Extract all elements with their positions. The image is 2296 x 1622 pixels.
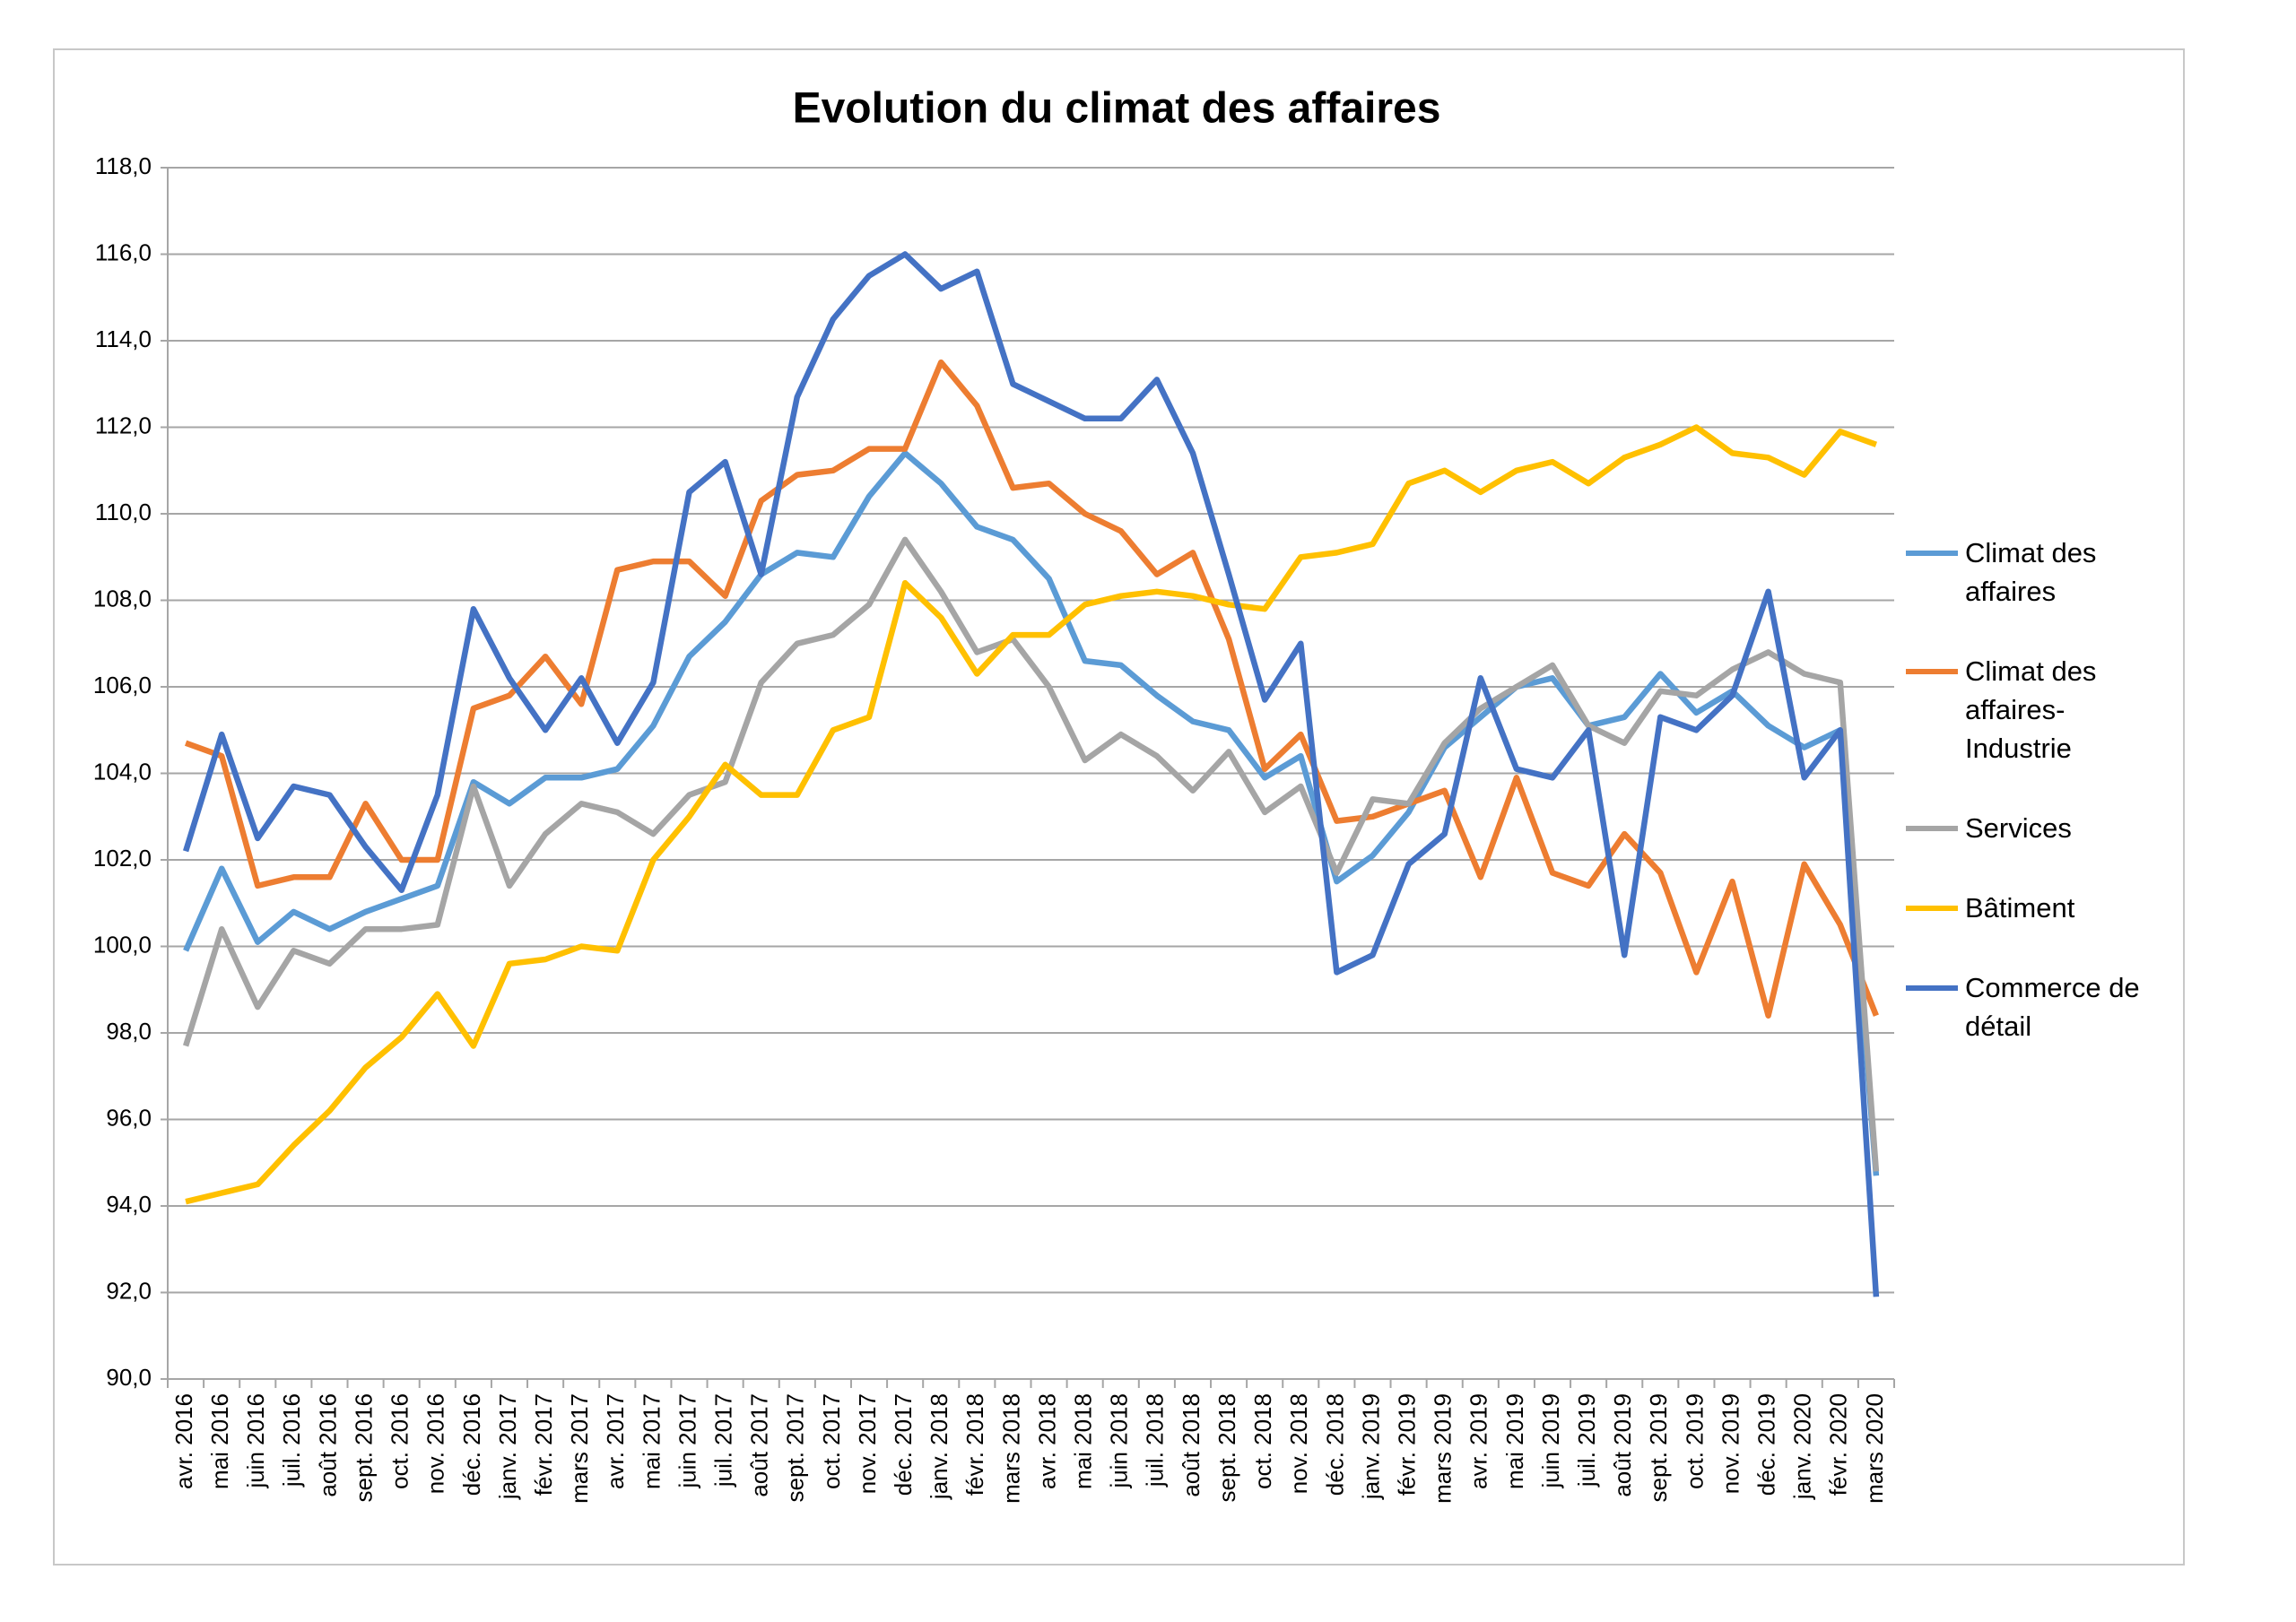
- x-tick-label: mars 2018: [997, 1393, 1024, 1504]
- x-tick-label: févr. 2018: [961, 1393, 988, 1496]
- x-tick-label: janv. 2018: [926, 1393, 952, 1500]
- y-tick-label: 98,0: [106, 1018, 152, 1045]
- x-tick-label: mars 2019: [1430, 1393, 1457, 1504]
- x-tick-label: juin 2018: [1106, 1393, 1133, 1489]
- x-tick-label: sept. 2018: [1213, 1393, 1240, 1502]
- series-line: [184, 359, 1879, 1019]
- legend-swatch: [1906, 826, 1958, 831]
- x-tick-label: juin 2016: [242, 1393, 269, 1489]
- x-tick-label: déc. 2017: [890, 1393, 917, 1496]
- legend: Climat des affaires Climat des affaires-I…: [1906, 533, 2167, 1045]
- chart-border: [53, 48, 2185, 1566]
- x-tick-label: mai 2017: [638, 1393, 665, 1489]
- y-tick-label: 108,0: [93, 585, 152, 612]
- x-tick-label: mai 2019: [1501, 1393, 1528, 1489]
- y-tick-label: 96,0: [106, 1104, 152, 1131]
- y-tick-label: 90,0: [106, 1364, 152, 1391]
- x-tick-label: janv. 2017: [494, 1393, 521, 1500]
- x-tick-label: mai 2018: [1070, 1393, 1097, 1489]
- x-tick-label: oct. 2016: [387, 1393, 413, 1489]
- x-tick-label: sept. 2019: [1645, 1393, 1672, 1502]
- x-tick-label: janv. 2019: [1357, 1393, 1384, 1500]
- x-tick-label: avr. 2018: [1033, 1393, 1060, 1489]
- x-tick-label: mars 2020: [1861, 1393, 1888, 1504]
- y-tick-label: 100,0: [93, 931, 152, 958]
- x-tick-label: mars 2017: [566, 1393, 593, 1504]
- x-tick-label: mai 2016: [206, 1393, 233, 1489]
- series-line: [185, 424, 1878, 1205]
- x-tick-label: avr. 2016: [170, 1393, 197, 1489]
- chart-title: Evolution du climat des affaires: [793, 85, 1441, 133]
- x-tick-label: juil. 2019: [1573, 1393, 1600, 1488]
- x-tick-label: déc. 2019: [1753, 1393, 1780, 1496]
- x-tick-label: nov. 2019: [1717, 1393, 1744, 1494]
- x-tick-label: juil. 2018: [1142, 1393, 1169, 1488]
- legend-item: Services: [1906, 809, 2167, 847]
- y-tick-label: 116,0: [95, 239, 152, 265]
- x-tick-label: févr. 2020: [1825, 1393, 1852, 1496]
- y-tick-label: 92,0: [106, 1277, 152, 1304]
- legend-label: Commerce de détail: [1965, 972, 2140, 1042]
- series-line: [182, 251, 1880, 1297]
- x-tick-label: oct. 2019: [1681, 1393, 1708, 1489]
- y-tick-label: 104,0: [93, 758, 152, 785]
- y-tick-label: 102,0: [93, 845, 152, 872]
- legend-swatch: [1906, 985, 1958, 991]
- x-tick-label: août 2019: [1609, 1393, 1636, 1497]
- legend-item: Climat des affaires-Industrie: [1906, 652, 2167, 768]
- x-tick-label: sept. 2017: [782, 1393, 809, 1502]
- y-tick-label: 114,0: [95, 325, 152, 352]
- legend-item: Commerce de détail: [1906, 968, 2167, 1045]
- x-tick-label: déc. 2018: [1321, 1393, 1348, 1496]
- x-tick-label: août 2017: [746, 1393, 773, 1497]
- x-tick-label: févr. 2017: [530, 1393, 557, 1496]
- x-tick-label: déc. 2016: [458, 1393, 485, 1496]
- x-tick-label: févr. 2019: [1393, 1393, 1420, 1496]
- x-tick-label: juil. 2017: [709, 1393, 736, 1488]
- legend-label: Climat des affaires: [1965, 537, 2097, 607]
- series-line: [183, 450, 1880, 1176]
- y-tick-label: 94,0: [106, 1191, 152, 1218]
- x-tick-label: juin 2019: [1537, 1393, 1564, 1489]
- legend-item: Climat des affaires: [1906, 533, 2167, 611]
- series-line: [182, 536, 1880, 1172]
- legend-label: Services: [1965, 812, 2072, 844]
- x-tick-label: nov. 2018: [1285, 1393, 1312, 1494]
- x-tick-label: oct. 2017: [818, 1393, 845, 1489]
- x-tick-label: juil. 2016: [278, 1393, 305, 1488]
- legend-label: Climat des affaires-Industrie: [1965, 655, 2097, 764]
- legend-swatch: [1906, 669, 1958, 674]
- y-tick-label: 112,0: [95, 412, 152, 438]
- x-tick-label: janv. 2020: [1789, 1393, 1816, 1500]
- legend-label: Bâtiment: [1965, 892, 2075, 924]
- legend-item: Bâtiment: [1906, 889, 2167, 927]
- legend-swatch: [1906, 906, 1958, 911]
- x-tick-label: oct. 2018: [1249, 1393, 1276, 1489]
- y-tick-label: 106,0: [93, 672, 152, 698]
- y-tick-label: 110,0: [95, 499, 152, 525]
- x-tick-label: avr. 2019: [1465, 1393, 1492, 1489]
- legend-swatch: [1906, 551, 1958, 556]
- x-tick-label: nov. 2017: [854, 1393, 881, 1494]
- x-tick-label: sept. 2016: [350, 1393, 377, 1502]
- y-tick-label: 118,0: [95, 152, 152, 179]
- x-tick-label: août 2016: [314, 1393, 341, 1497]
- x-tick-label: avr. 2017: [602, 1393, 629, 1489]
- x-tick-label: août 2018: [1178, 1393, 1205, 1497]
- x-tick-label: juin 2017: [674, 1393, 700, 1489]
- x-tick-label: nov. 2016: [422, 1393, 449, 1494]
